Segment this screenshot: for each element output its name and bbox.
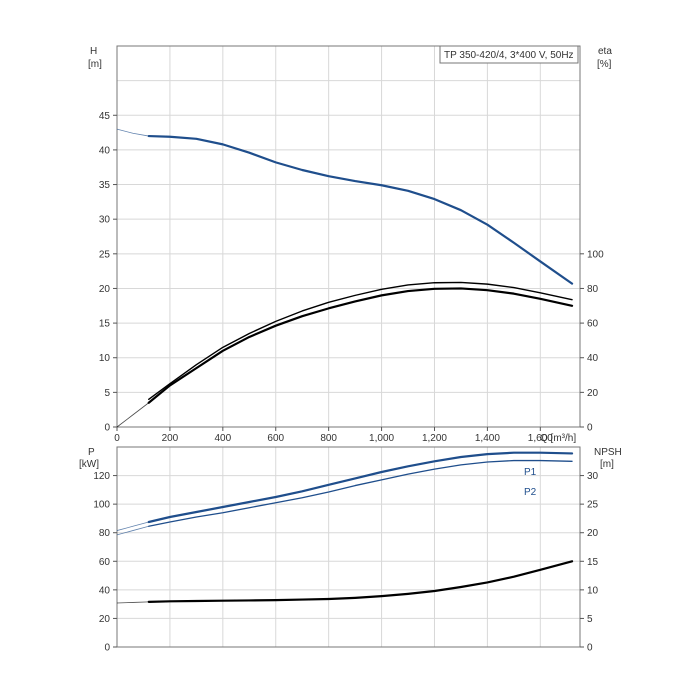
npsh-axis-name: NPSH	[594, 447, 622, 458]
upper-x-ticks: 0 200 400 600 800 1,000 1,200 1,400 1,600	[114, 427, 553, 444]
x-tick-label: 1,000	[369, 433, 394, 444]
lower-series	[116, 451, 574, 604]
y-right-tick-label: 20	[587, 388, 599, 399]
y-right-tick-label: 40	[587, 353, 599, 364]
npsh-tick-label: 20	[587, 528, 599, 539]
y-left-tick-label: 40	[99, 145, 111, 156]
series-label-p1: P1	[524, 467, 537, 478]
p-tick-label: 100	[93, 500, 110, 511]
q-axis-label: Q [m³/h]	[540, 433, 576, 444]
npsh-tick-label: 25	[587, 500, 599, 511]
series-line-eta-lower	[147, 287, 574, 404]
p-tick-label: 0	[104, 643, 110, 654]
lower-y-right-ticks: 0 5 10 15 20 25 30	[580, 471, 599, 654]
p-tick-label: 80	[99, 528, 111, 539]
npsh-axis-unit: [m]	[600, 459, 614, 470]
x-tick-label: 1,200	[422, 433, 447, 444]
y-left-tick-label: 30	[99, 215, 111, 226]
p-tick-label: 20	[99, 614, 111, 625]
x-tick-label: 400	[214, 433, 231, 444]
y-right-tick-label: 80	[587, 284, 599, 295]
series-extension-P2	[116, 525, 149, 536]
series-line-H	[147, 134, 574, 285]
p-tick-label: 40	[99, 585, 111, 596]
lower-grid	[117, 447, 580, 647]
series-extension-H	[116, 128, 149, 137]
p-tick-label: 60	[99, 557, 111, 568]
y-left-tick-label: 5	[104, 388, 110, 399]
upper-series	[116, 128, 574, 428]
npsh-tick-label: 5	[587, 614, 593, 625]
eta-axis-unit: [%]	[597, 59, 612, 70]
series-line-P2	[148, 459, 573, 527]
h-axis-unit: [m]	[88, 59, 102, 70]
npsh-tick-label: 15	[587, 557, 599, 568]
x-tick-label: 0	[114, 433, 120, 444]
p-axis-name: P	[88, 447, 95, 458]
chart-title: TP 350-420/4, 3*400 V, 50Hz	[444, 50, 574, 61]
p-tick-label: 120	[93, 471, 110, 482]
p-axis-unit: [kW]	[79, 459, 99, 470]
x-tick-label: 600	[267, 433, 284, 444]
y-right-tick-label: 100	[587, 249, 604, 260]
x-tick-label: 1,600	[528, 433, 553, 444]
series-line-P1	[147, 451, 574, 524]
x-tick-label: 200	[162, 433, 179, 444]
npsh-tick-label: 0	[587, 643, 593, 654]
npsh-tick-label: 30	[587, 471, 599, 482]
upper-y-left-ticks: 0 5 10 15 20 25 30 35 40 45	[99, 111, 117, 434]
npsh-tick-label: 10	[587, 585, 599, 596]
y-left-tick-label: 20	[99, 284, 111, 295]
upper-y-right-ticks: 0 20 40 60 80 100	[580, 249, 604, 434]
series-line-NPSH	[147, 560, 574, 603]
y-left-tick-label: 10	[99, 353, 111, 364]
lower-plot-frame	[116, 446, 581, 648]
lower-y-left-ticks: 0 20 40 60 80 100 120	[93, 471, 117, 654]
x-tick-label: 1,400	[475, 433, 500, 444]
y-left-tick-label: 25	[99, 249, 111, 260]
y-right-tick-label: 0	[587, 423, 593, 434]
h-axis-name: H	[90, 46, 97, 57]
x-tick-label: 800	[320, 433, 337, 444]
upper-panel: 0 200 400 600 800 1,000 1,200 1,400 1,600 051015…	[88, 45, 612, 444]
series-extension-eta-lower	[116, 402, 149, 428]
y-left-tick-label: 45	[99, 111, 111, 122]
series-line-eta-upper	[148, 281, 573, 400]
upper-grid	[117, 46, 580, 427]
series-extension-P1	[116, 521, 149, 531]
y-left-tick-label: 35	[99, 180, 111, 191]
series-extension-NPSH	[116, 601, 149, 604]
eta-axis-name: eta	[598, 46, 612, 57]
title-box	[439, 45, 579, 64]
lower-panel: 0 20 40 60 80 100 120 0 5 10 15 20 25 30 P [kW] NPSH…	[79, 446, 622, 654]
series-label-p2: P2	[524, 487, 537, 498]
y-right-tick-label: 60	[587, 319, 599, 330]
upper-plot-frame	[116, 45, 581, 428]
y-left-tick-label: 0	[104, 423, 110, 434]
y-left-tick-label: 15	[99, 319, 111, 330]
